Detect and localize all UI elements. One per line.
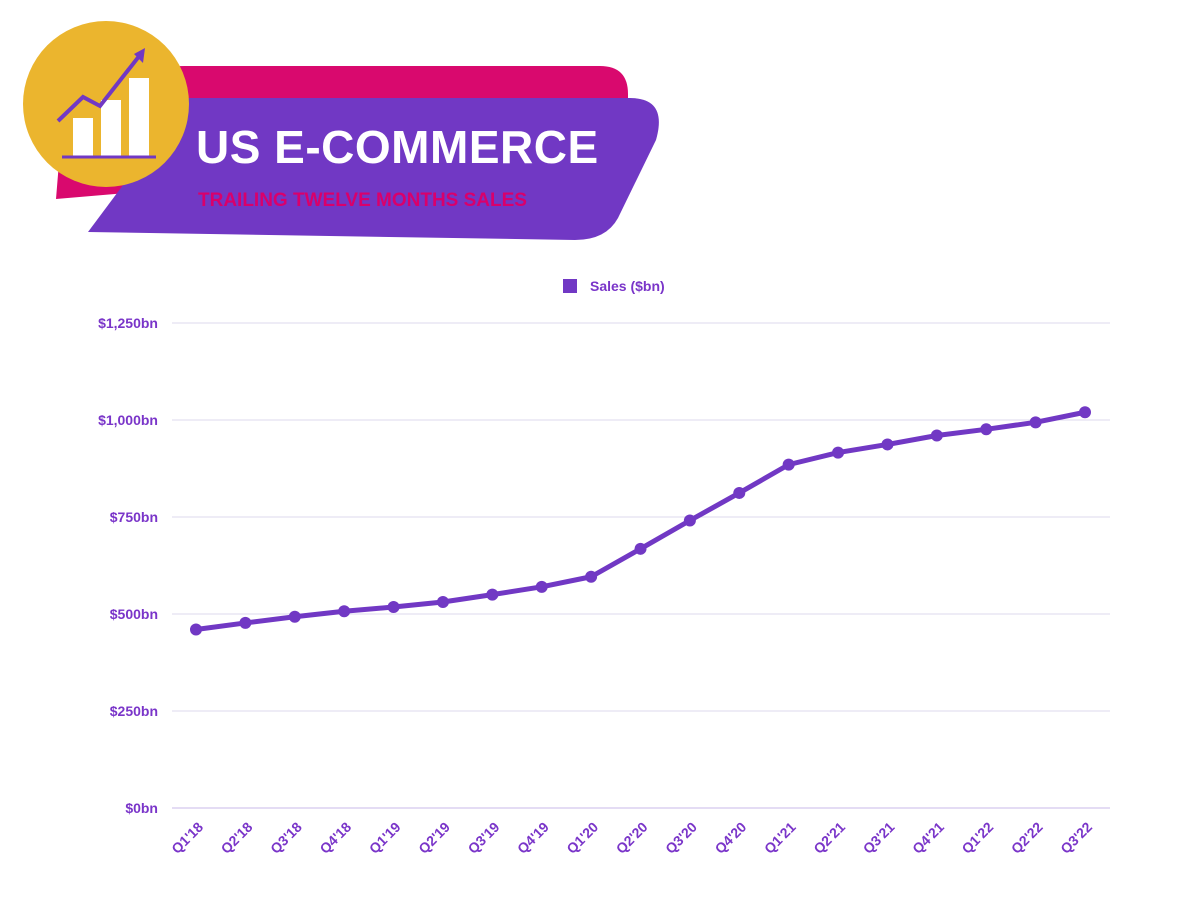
page-subtitle: TRAILING TWELVE MONTHS SALES xyxy=(198,190,527,211)
legend-swatch xyxy=(563,279,577,293)
page-title: US E-COMMERCE xyxy=(196,121,599,173)
growth-chart-icon xyxy=(23,21,189,187)
x-tick-label: Q4'19 xyxy=(514,819,552,857)
series-line xyxy=(193,409,1088,633)
y-tick-label: $750bn xyxy=(110,509,158,525)
data-point xyxy=(239,616,252,629)
data-point xyxy=(683,514,696,527)
data-point xyxy=(881,438,894,451)
x-tick-label: Q4'21 xyxy=(909,819,947,857)
x-tick-label: Q4'18 xyxy=(316,819,354,857)
x-tick-label: Q3'19 xyxy=(465,819,503,857)
data-point xyxy=(436,595,449,608)
data-point xyxy=(387,601,400,614)
x-tick-label: Q3'18 xyxy=(267,819,305,857)
x-tick-label: Q4'20 xyxy=(712,819,750,857)
x-tick-label: Q1'21 xyxy=(761,819,799,857)
x-tick-label: Q3'22 xyxy=(1057,819,1095,857)
data-point xyxy=(1029,416,1042,429)
data-point xyxy=(585,570,598,583)
x-axis-labels: Q1'18 Q2'18 Q3'18 Q4'18 Q1'19 Q2'19 Q3'19 Q4'19… xyxy=(168,819,1095,857)
data-point xyxy=(733,486,746,499)
header-banner xyxy=(23,21,659,240)
data-point xyxy=(338,605,351,618)
y-tick-label: $500bn xyxy=(110,606,158,622)
y-tick-label: $1,000bn xyxy=(98,412,158,428)
y-axis-labels: $0bn $250bn $500bn $750bn $1,000bn $1,250bn xyxy=(98,315,158,816)
x-tick-label: Q2'20 xyxy=(613,819,651,857)
y-tick-label: $250bn xyxy=(110,703,158,719)
x-tick-label: Q1'19 xyxy=(366,819,404,857)
y-tick-label: $0bn xyxy=(125,800,158,816)
x-tick-label: Q3'20 xyxy=(662,819,700,857)
grid-lines xyxy=(172,322,1110,809)
data-point xyxy=(1079,406,1091,419)
data-point xyxy=(288,610,301,623)
x-tick-label: Q2'19 xyxy=(415,819,453,857)
x-tick-label: Q3'21 xyxy=(860,819,898,857)
x-tick-label: Q1'22 xyxy=(958,819,996,857)
x-tick-label: Q1'20 xyxy=(563,819,601,857)
data-point xyxy=(930,429,943,442)
data-point xyxy=(980,423,993,436)
x-tick-label: Q2'21 xyxy=(810,819,848,857)
x-tick-label: Q2'22 xyxy=(1008,819,1046,857)
x-tick-label: Q2'18 xyxy=(218,819,256,857)
data-point xyxy=(634,542,647,555)
data-point xyxy=(832,446,845,459)
y-tick-label: $1,250bn xyxy=(98,315,158,331)
data-point xyxy=(782,458,795,471)
series-sales xyxy=(190,406,1091,636)
data-point xyxy=(535,580,548,593)
data-point xyxy=(190,623,202,636)
legend-label: Sales ($bn) xyxy=(590,278,665,294)
legend: Sales ($bn) xyxy=(563,278,665,294)
x-tick-label: Q1'18 xyxy=(168,819,206,857)
data-point xyxy=(486,588,499,601)
banner-front-shape xyxy=(88,98,659,240)
